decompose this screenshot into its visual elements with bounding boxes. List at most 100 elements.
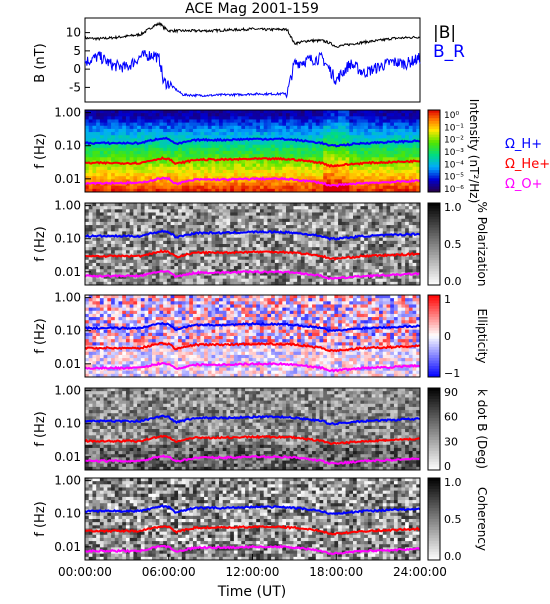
- heat-cell: [156, 119, 160, 123]
- heat-cell: [119, 260, 123, 264]
- heat-cell: [226, 203, 230, 207]
- heat-cell: [212, 154, 216, 158]
- heat-cell: [297, 154, 301, 158]
- heat-cell: [342, 167, 346, 171]
- heat-cell: [320, 263, 324, 267]
- heat-cell: [174, 222, 178, 226]
- heat-cell: [223, 173, 227, 177]
- heat-cell: [368, 295, 372, 299]
- heat-cell: [305, 145, 309, 149]
- heat-cell: [230, 225, 234, 229]
- heat-cell: [189, 257, 193, 261]
- heat-cell: [167, 295, 171, 299]
- heat-cell: [398, 129, 402, 133]
- heat-cell: [368, 219, 372, 223]
- heat-cell: [286, 186, 290, 190]
- heat-cell: [409, 219, 413, 223]
- heat-cell: [387, 123, 391, 127]
- heat-cell: [327, 272, 331, 276]
- heat-cell: [267, 110, 271, 114]
- heat-cell: [379, 298, 383, 302]
- heat-cell: [167, 123, 171, 127]
- heat-cell: [320, 228, 324, 232]
- heat-cell: [152, 206, 156, 210]
- heat-cell: [349, 272, 353, 276]
- heat-cell: [293, 151, 297, 155]
- heat-cell: [320, 225, 324, 229]
- heat-cell: [312, 219, 316, 223]
- heat-cell: [312, 132, 316, 136]
- heat-cell: [293, 298, 297, 302]
- heat-cell: [271, 209, 275, 213]
- heat-cell: [85, 298, 89, 302]
- heat-cell: [387, 222, 391, 226]
- heat-cell: [156, 212, 160, 216]
- heat-cell: [383, 250, 387, 254]
- heat-cell: [342, 222, 346, 226]
- heat-cell: [260, 113, 264, 117]
- heat-cell: [293, 235, 297, 239]
- heat-cell: [167, 164, 171, 168]
- heat-cell: [115, 241, 119, 245]
- heat-cell: [293, 295, 297, 299]
- heat-cell: [256, 276, 260, 280]
- heat-cell: [111, 206, 115, 210]
- heat-cell: [230, 298, 234, 302]
- heat-cell: [401, 295, 405, 299]
- heat-cell: [234, 279, 238, 283]
- heat-cell: [212, 148, 216, 152]
- heat-cell: [92, 148, 96, 152]
- heat-cell: [256, 167, 260, 171]
- heat-cell: [238, 295, 242, 299]
- heat-cell: [401, 257, 405, 261]
- heat-cell: [223, 241, 227, 245]
- heat-cell: [245, 119, 249, 123]
- heat-cell: [104, 209, 108, 213]
- heat-cell: [104, 154, 108, 158]
- heat-cell: [152, 129, 156, 133]
- heat-cell: [387, 129, 391, 133]
- heat-cell: [349, 154, 353, 158]
- heat-cell: [260, 225, 264, 229]
- heat-cell: [323, 244, 327, 248]
- heat-cell: [96, 167, 100, 171]
- heat-cell: [349, 266, 353, 270]
- heat-cell: [241, 244, 245, 248]
- heat-cell: [193, 263, 197, 267]
- heat-cell: [171, 298, 175, 302]
- heat-cell: [115, 295, 119, 299]
- heat-cell: [178, 138, 182, 142]
- heat-cell: [100, 269, 104, 273]
- heat-cell: [346, 225, 350, 229]
- heat-cell: [219, 241, 223, 245]
- heat-cell: [256, 170, 260, 174]
- heat-cell: [133, 151, 137, 155]
- heat-cell: [253, 247, 257, 251]
- heat-cell: [178, 148, 182, 152]
- heat-cell: [264, 113, 268, 117]
- heat-cell: [182, 157, 186, 161]
- heat-cell: [186, 260, 190, 264]
- heat-cell: [137, 238, 141, 242]
- heat-cell: [308, 263, 312, 267]
- heat-cell: [204, 212, 208, 216]
- heat-cell: [152, 279, 156, 283]
- heat-cell: [282, 164, 286, 168]
- heat-cell: [193, 119, 197, 123]
- heat-cell: [308, 167, 312, 171]
- heat-cell: [312, 209, 316, 213]
- heat-cell: [256, 173, 260, 177]
- heat-cell: [275, 219, 279, 223]
- heat-cell: [253, 235, 257, 239]
- heat-cell: [104, 266, 108, 270]
- heat-cell: [301, 119, 305, 123]
- heat-cell: [96, 266, 100, 270]
- heat-cell: [193, 212, 197, 216]
- heat-cell: [159, 295, 163, 299]
- heat-cell: [200, 113, 204, 117]
- heat-cell: [301, 170, 305, 174]
- heat-cell: [189, 126, 193, 130]
- heat-cell: [375, 216, 379, 220]
- heat-cell: [200, 216, 204, 220]
- heat-cell: [163, 203, 167, 207]
